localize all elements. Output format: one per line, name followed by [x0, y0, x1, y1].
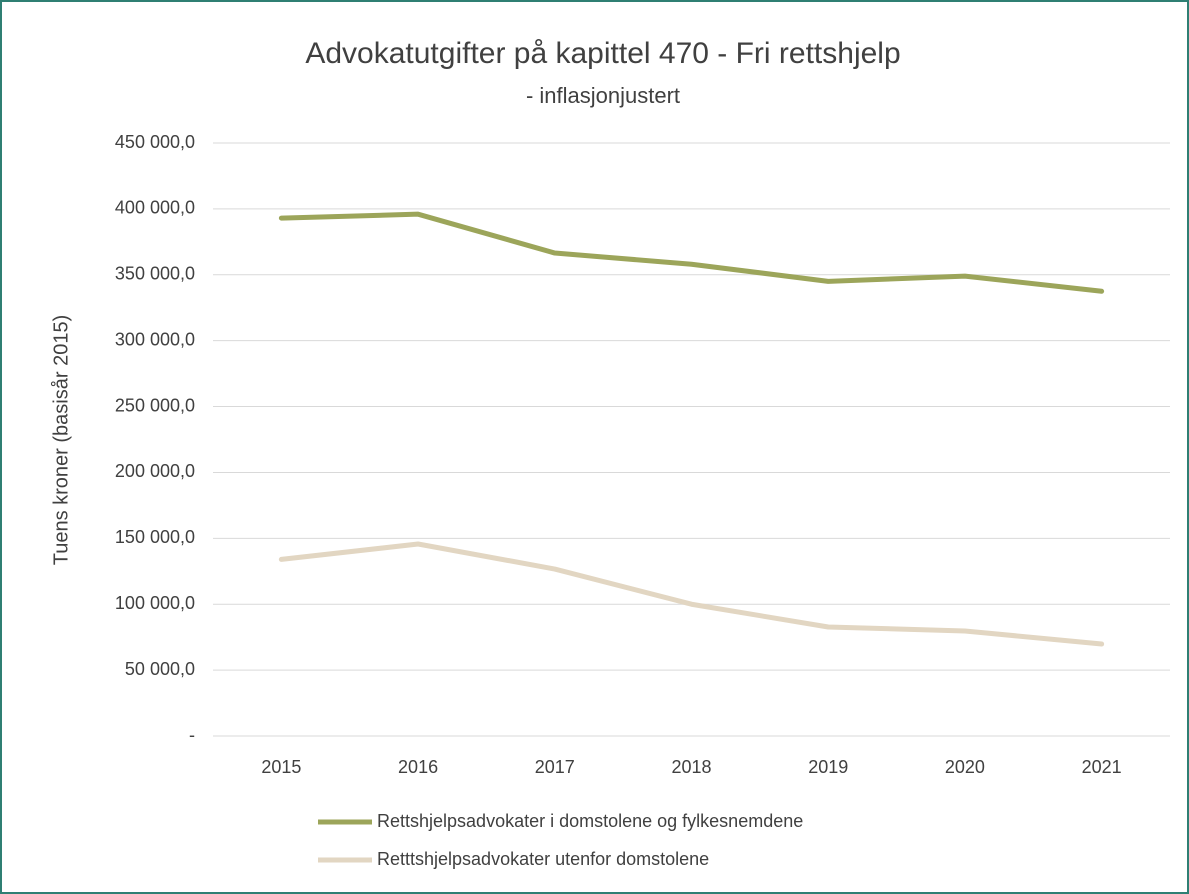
- data-line: [278, 211, 1105, 294]
- y-tick-label: 250 000,0: [115, 395, 195, 415]
- y-tick-label: 50 000,0: [125, 659, 195, 679]
- y-tick-label: 100 000,0: [115, 593, 195, 613]
- y-axis-label: Tuens kroner (basisår 2015): [50, 315, 72, 566]
- x-tick-label: 2021: [1082, 757, 1122, 777]
- y-tick-label: 450 000,0: [115, 132, 195, 152]
- x-tick-label: 2016: [398, 757, 438, 777]
- y-tick-label: 200 000,0: [115, 461, 195, 481]
- y-tick-label: 300 000,0: [115, 329, 195, 349]
- y-tick-label: -: [189, 725, 195, 745]
- data-line: [278, 541, 1105, 647]
- x-tick-label: 2015: [261, 757, 301, 777]
- y-tick-label: 400 000,0: [115, 198, 195, 218]
- x-tick-label: 2017: [535, 757, 575, 777]
- x-tick-label: 2019: [808, 757, 848, 777]
- y-tick-label: 150 000,0: [115, 527, 195, 547]
- x-tick-label: 2020: [945, 757, 985, 777]
- chart-title: Advokatutgifter på kapittel 470 - Fri re…: [305, 37, 900, 70]
- legend-label: Rettshjelpsadvokater i domstolene og fyl…: [377, 811, 803, 831]
- y-tick-label: 350 000,0: [115, 264, 195, 284]
- chart-subtitle: - inflasjonjustert: [526, 83, 680, 108]
- legend-label: Retttshjelpsadvokater utenfor domstolene: [377, 849, 709, 869]
- x-tick-label: 2018: [671, 757, 711, 777]
